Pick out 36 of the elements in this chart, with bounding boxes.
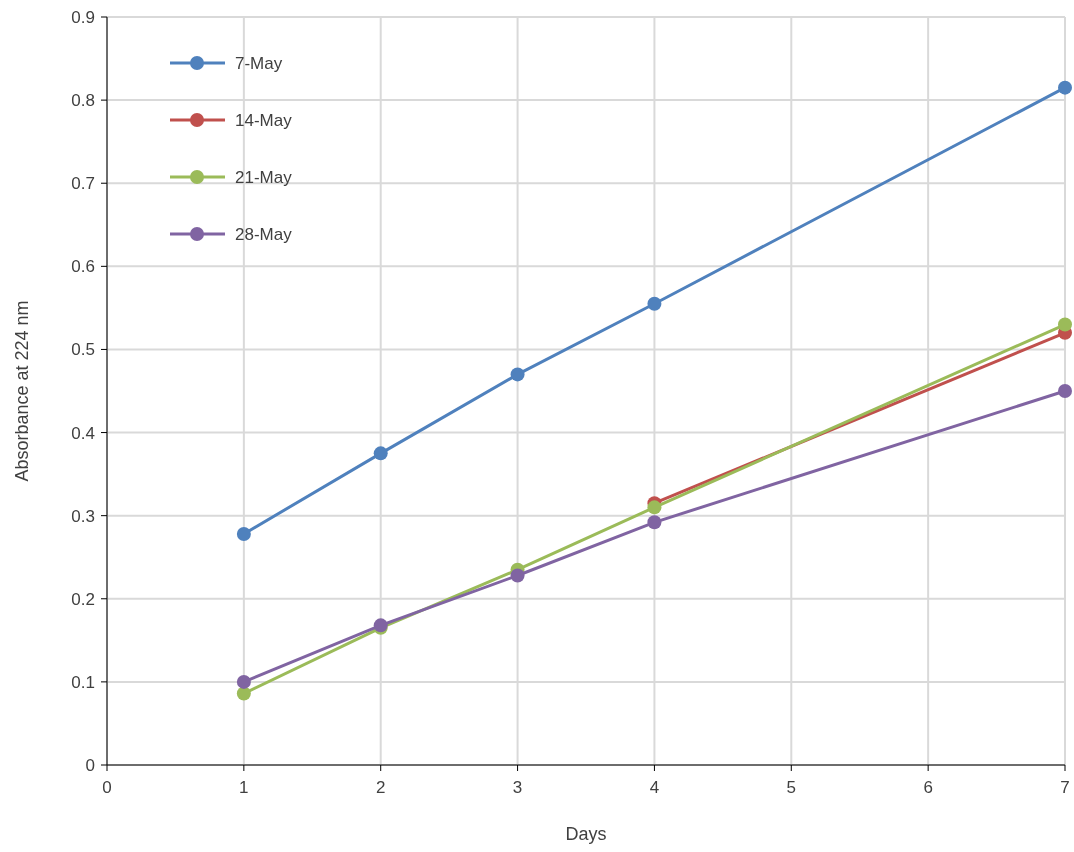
y-tick-label: 0.5 [71,340,95,360]
y-tick-label: 0.2 [71,589,95,609]
point [1058,384,1072,398]
legend-label: 14-May [235,111,293,130]
point [236,686,251,701]
y-tick-label: 0.6 [71,257,95,277]
point [647,515,662,530]
legend-label: 28-May [235,225,293,244]
x-tick-label: 2 [375,778,386,797]
point [510,367,525,382]
y-tick-label: 0.3 [71,506,95,526]
y-tick-label: 0.8 [71,91,95,111]
x-tick-label: 0 [102,778,112,797]
y-tick-label: 0.7 [71,174,95,194]
point [647,500,662,515]
x-axis-title: Days [565,824,607,844]
x-tick-label: 3 [512,778,523,797]
legend-label: 7-May [235,54,283,73]
point [510,568,525,583]
point [1058,317,1072,332]
x-tick-label: 5 [786,778,797,797]
y-tick-label: 0.4 [71,423,95,443]
legend-label: 21-May [235,168,293,187]
y-tick-label: 0.1 [71,672,95,692]
point [236,674,251,689]
y-tick-label: 0.9 [71,8,95,27]
x-tick-label: 7 [1060,778,1070,797]
point [236,526,251,541]
point [647,296,662,311]
x-tick-label: 1 [239,778,249,797]
x-tick-label: 4 [649,778,660,797]
point [373,446,388,461]
y-axis-title: Absorbance at 224 nm [12,300,32,482]
point [1058,80,1072,95]
x-tick-label: 6 [923,778,933,797]
y-tick-label: 0 [85,756,95,775]
